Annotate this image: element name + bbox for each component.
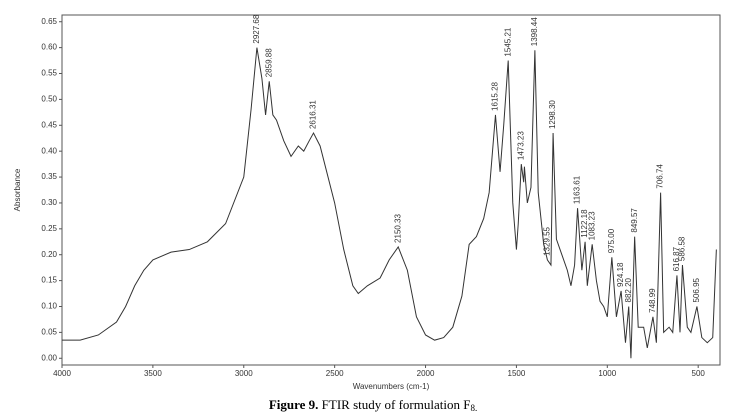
y-tick-label: 0.05 <box>41 327 57 336</box>
peak-label: 616.87 <box>672 246 681 271</box>
caption-subscript: 8. <box>470 403 477 413</box>
y-tick-label: 0.60 <box>41 43 57 52</box>
peak-label: 2616.31 <box>309 100 318 129</box>
peak-label: 1083.23 <box>587 211 596 240</box>
spectrum-line <box>62 47 717 359</box>
peak-label: 1473.23 <box>516 131 525 160</box>
x-tick-label: 2500 <box>326 369 344 378</box>
peak-label: 882.20 <box>624 277 633 302</box>
peak-label: 1329.55 <box>543 226 552 255</box>
y-tick-label: 0.20 <box>41 250 57 259</box>
peak-label: 1398.44 <box>530 17 539 46</box>
y-tick-label: 0.35 <box>41 172 57 181</box>
y-tick-label: 0.30 <box>41 198 57 207</box>
x-tick-label: 3000 <box>235 369 253 378</box>
peak-label: 2150.33 <box>393 213 402 242</box>
caption-label: Figure 9. <box>269 397 319 412</box>
y-axis-label: Absorbance <box>13 168 22 211</box>
peak-label: 506.95 <box>692 277 701 302</box>
x-tick-label: 500 <box>692 369 706 378</box>
peak-label: 1122.18 <box>580 209 589 238</box>
x-tick-label: 2000 <box>417 369 435 378</box>
peak-label: 975.00 <box>607 228 616 253</box>
y-tick-label: 0.40 <box>41 146 57 155</box>
peak-label: 1545.21 <box>503 27 512 56</box>
peak-label: 924.18 <box>616 262 625 287</box>
peak-label: 1615.28 <box>491 81 500 110</box>
caption-text: FTIR study of formulation F <box>318 397 470 412</box>
y-tick-label: 0.00 <box>41 353 57 362</box>
x-tick-label: 1000 <box>598 369 616 378</box>
y-tick-label: 0.55 <box>41 69 57 78</box>
x-tick-label: 4000 <box>53 369 71 378</box>
x-axis-label: Wavenumbers (cm-1) <box>353 382 430 391</box>
x-tick-label: 1500 <box>508 369 526 378</box>
peak-label: 2927.68 <box>252 14 261 43</box>
caption: Figure 9. FTIR study of formulation F8. <box>269 397 477 413</box>
y-tick-label: 0.15 <box>41 276 57 285</box>
peak-label: 706.74 <box>656 164 665 189</box>
peak-label: 586.58 <box>678 236 687 261</box>
y-tick-label: 0.65 <box>41 17 57 26</box>
peak-label: 748.99 <box>648 288 657 313</box>
y-tick-label: 0.50 <box>41 95 57 104</box>
y-tick-label: 0.25 <box>41 224 57 233</box>
peak-label: 1163.61 <box>573 175 582 204</box>
peak-label: 1298.30 <box>548 100 557 129</box>
peak-label: 2859.88 <box>264 48 273 77</box>
x-tick-label: 3500 <box>144 369 162 378</box>
peak-label: 849.57 <box>630 208 639 233</box>
y-tick-label: 0.45 <box>41 120 57 129</box>
y-tick-label: 0.10 <box>41 302 57 311</box>
plot-frame <box>61 14 721 366</box>
